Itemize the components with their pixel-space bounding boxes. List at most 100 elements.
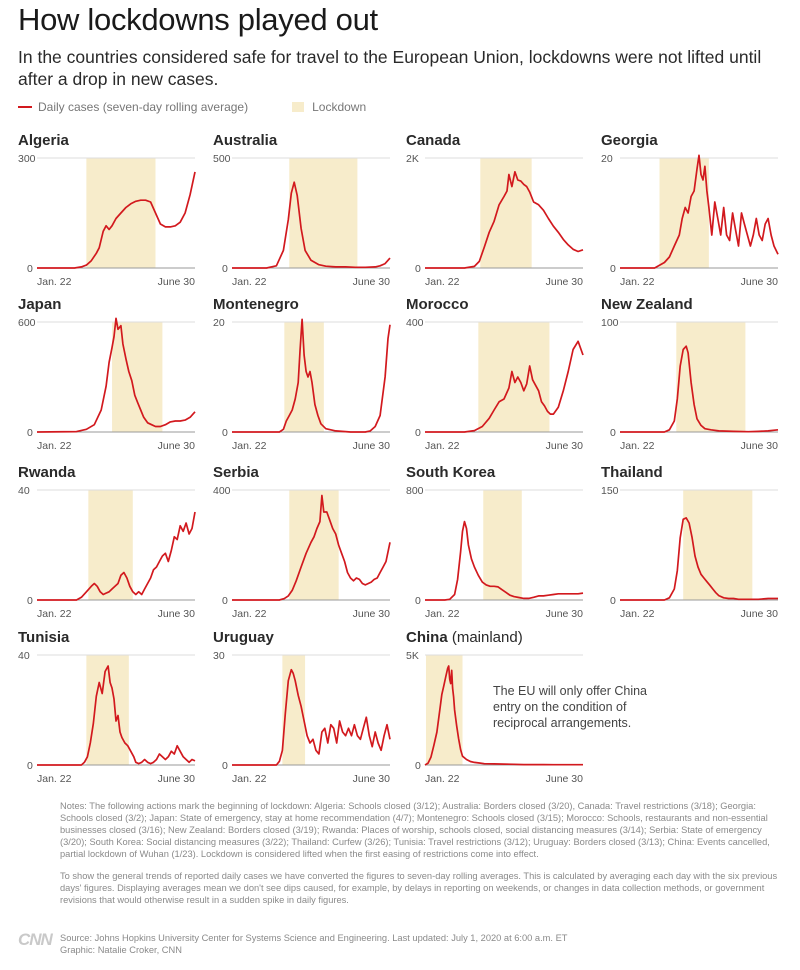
cnn-logo: CNN bbox=[18, 930, 53, 949]
chart-japan: Japan 600 0 Jan. 22 June 30 bbox=[18, 296, 196, 452]
y-top-label-australia: 500 bbox=[213, 153, 231, 165]
y-top-label-canada: 2K bbox=[406, 153, 419, 165]
chart-rwanda: Rwanda 40 0 Jan. 22 June 30 bbox=[18, 464, 196, 620]
chart-morocco: Morocco 400 0 Jan. 22 June 30 bbox=[406, 296, 584, 452]
small-multiples-charts: Algeria 300 0 Jan. 22 June 30 Australia 500 0 Ja… bbox=[18, 132, 779, 785]
chart-title: How lockdowns played out bbox=[18, 2, 378, 37]
x-start-label-algeria: Jan. 22 bbox=[37, 276, 72, 288]
chart-title-uruguay: Uruguay bbox=[213, 629, 275, 646]
y-zero-label-serbia: 0 bbox=[222, 595, 228, 607]
chart-title-suffix-china: (mainland) bbox=[448, 629, 523, 646]
x-end-label-south-korea: June 30 bbox=[546, 608, 584, 620]
chart-title-canada: Canada bbox=[406, 132, 461, 149]
chart-title-georgia: Georgia bbox=[601, 132, 658, 149]
lockdown-band-china bbox=[425, 655, 463, 765]
x-end-label-rwanda: June 30 bbox=[158, 608, 196, 620]
lockdown-band-south-korea bbox=[483, 490, 522, 600]
cases-line-australia bbox=[232, 181, 391, 269]
x-start-label-morocco: Jan. 22 bbox=[425, 440, 460, 452]
x-end-label-canada: June 30 bbox=[546, 276, 584, 288]
cases-line-morocco bbox=[425, 340, 584, 433]
x-start-label-china: Jan. 22 bbox=[425, 773, 460, 785]
notes: Notes: The following actions mark the be… bbox=[60, 800, 782, 916]
y-top-label-algeria: 300 bbox=[18, 153, 36, 165]
chart-australia: Australia 500 0 Jan. 22 June 30 bbox=[213, 132, 391, 288]
cases-line-china bbox=[424, 665, 583, 766]
cases-line-uruguay bbox=[232, 668, 391, 766]
y-zero-label-canada: 0 bbox=[415, 263, 421, 275]
x-start-label-montenegro: Jan. 22 bbox=[232, 440, 267, 452]
chart-montenegro: Montenegro 20 0 Jan. 22 June 30 bbox=[213, 296, 391, 452]
y-top-label-japan: 600 bbox=[18, 317, 36, 329]
y-zero-label-china: 0 bbox=[415, 760, 421, 772]
chart-georgia: Georgia 20 0 Jan. 22 June 30 bbox=[601, 132, 779, 288]
x-start-label-australia: Jan. 22 bbox=[232, 276, 267, 288]
x-end-label-new-zealand: June 30 bbox=[741, 440, 779, 452]
chart-south-korea: South Korea 800 0 Jan. 22 June 30 bbox=[406, 464, 583, 620]
chart-title-thailand: Thailand bbox=[601, 464, 663, 481]
cases-line-new-zealand bbox=[620, 345, 779, 433]
x-end-label-uruguay: June 30 bbox=[353, 773, 391, 785]
chart-china: China (mainland) 5K 0 Jan. 22 June 30 bbox=[406, 629, 583, 785]
y-zero-label-thailand: 0 bbox=[610, 595, 616, 607]
chart-title-china: China (mainland) bbox=[406, 629, 523, 646]
chart-title-south-korea: South Korea bbox=[406, 464, 496, 481]
x-start-label-new-zealand: Jan. 22 bbox=[620, 440, 655, 452]
lockdown-band-tunisia bbox=[86, 655, 129, 765]
chart-title-rwanda: Rwanda bbox=[18, 464, 76, 481]
cases-line-tunisia bbox=[37, 665, 196, 766]
chart-new-zealand: New Zealand 100 0 Jan. 22 June 30 bbox=[601, 296, 778, 452]
chart-thailand: Thailand 150 0 Jan. 22 June 30 bbox=[601, 464, 778, 620]
x-end-label-australia: June 30 bbox=[353, 276, 391, 288]
chart-serbia: Serbia 400 0 Jan. 22 June 30 bbox=[213, 464, 391, 620]
legend-line-swatch bbox=[18, 106, 32, 108]
notes-rolling-average: To show the general trends of reported d… bbox=[60, 871, 778, 905]
y-zero-label-georgia: 0 bbox=[610, 263, 616, 275]
china-annotation: The EU will only offer China entry on th… bbox=[493, 684, 648, 730]
chart-uruguay: Uruguay 30 0 Jan. 22 June 30 bbox=[213, 629, 391, 785]
cases-line-rwanda bbox=[37, 511, 196, 601]
notes-lockdown-definitions: Notes: The following actions mark the be… bbox=[60, 801, 770, 859]
y-zero-label-algeria: 0 bbox=[27, 263, 33, 275]
y-zero-label-japan: 0 bbox=[27, 427, 33, 439]
y-zero-label-new-zealand: 0 bbox=[610, 427, 616, 439]
y-zero-label-rwanda: 0 bbox=[27, 595, 33, 607]
cases-line-serbia bbox=[232, 494, 391, 601]
y-zero-label-uruguay: 0 bbox=[222, 760, 228, 772]
chart-title-australia: Australia bbox=[213, 132, 278, 149]
x-end-label-algeria: June 30 bbox=[158, 276, 196, 288]
legend-lockdown-label: Lockdown bbox=[312, 100, 367, 114]
x-end-label-georgia: June 30 bbox=[741, 276, 779, 288]
chart-subtitle: In the countries considered safe for tra… bbox=[18, 47, 762, 89]
x-end-label-china: June 30 bbox=[546, 773, 584, 785]
x-start-label-rwanda: Jan. 22 bbox=[37, 608, 72, 620]
y-top-label-south-korea: 800 bbox=[406, 485, 424, 497]
source: Source: Johns Hopkins University Center … bbox=[60, 932, 567, 956]
x-start-label-south-korea: Jan. 22 bbox=[425, 608, 460, 620]
legend-lockdown-swatch bbox=[292, 102, 305, 112]
lockdown-band-japan bbox=[112, 322, 163, 432]
chart-tunisia: Tunisia 40 0 Jan. 22 June 30 bbox=[18, 629, 196, 785]
x-end-label-japan: June 30 bbox=[158, 440, 196, 452]
x-start-label-georgia: Jan. 22 bbox=[620, 276, 655, 288]
source-line: Source: Johns Hopkins University Center … bbox=[60, 933, 568, 943]
x-start-label-serbia: Jan. 22 bbox=[232, 608, 267, 620]
x-end-label-thailand: June 30 bbox=[741, 608, 779, 620]
cases-line-georgia bbox=[620, 154, 779, 269]
cases-line-japan bbox=[36, 317, 196, 433]
lockdown-band-australia bbox=[289, 158, 358, 268]
chart-title-algeria: Algeria bbox=[18, 132, 70, 149]
graphic-credit: Graphic: Natalie Croker, CNN bbox=[60, 945, 182, 955]
cases-line-thailand bbox=[620, 517, 778, 601]
x-start-label-japan: Jan. 22 bbox=[37, 440, 72, 452]
y-zero-label-montenegro: 0 bbox=[222, 427, 228, 439]
x-end-label-morocco: June 30 bbox=[546, 440, 584, 452]
lockdown-band-thailand bbox=[683, 490, 753, 600]
y-zero-label-australia: 0 bbox=[222, 263, 228, 275]
chart-canada: Canada 2K 0 Jan. 22 June 30 bbox=[406, 132, 584, 288]
cases-line-south-korea bbox=[425, 520, 584, 601]
chart-algeria: Algeria 300 0 Jan. 22 June 30 bbox=[18, 132, 196, 288]
y-top-label-rwanda: 40 bbox=[18, 485, 30, 497]
chart-title-morocco: Morocco bbox=[406, 296, 469, 313]
lockdown-band-canada bbox=[480, 158, 532, 268]
